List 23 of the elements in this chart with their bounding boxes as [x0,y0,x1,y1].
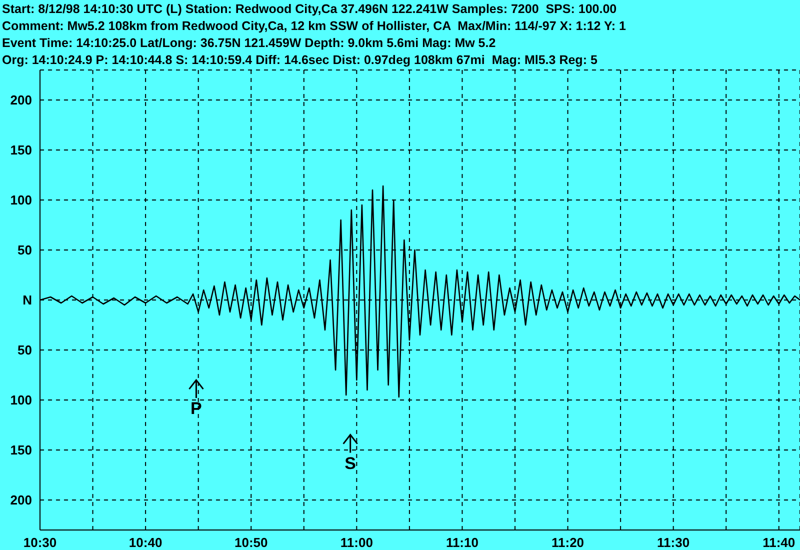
y-tick-label: 200 [10,492,32,508]
ref-line-label: P [190,399,202,418]
y-tick-label: 50 [18,242,32,258]
y-tick-label: N [22,292,32,308]
x-tick-label: 10:30 [23,535,57,550]
y-tick-label: 50 [18,342,32,358]
x-tick-label: 11:40 [762,535,796,550]
x-tick-label: 11:00 [340,535,373,550]
x-tick-label: 10:50 [234,535,268,550]
y-tick-label: 200 [10,92,32,108]
ref-line-label: S [344,454,356,473]
x-tick-label: 11:20 [552,535,584,550]
chart-title: Start: 8/12/98 14:10:30 UTC (L) Station: Redwood City,Ca 37.496N 122.241W Samples: 7200 SPS: 100.00 [2,1,618,18]
y-tick-label: 150 [10,142,32,158]
x-tick-label: 11:10 [446,535,478,550]
x-tick-label: 10:40 [128,535,162,550]
chart-subtitle: Comment: Mw5.2 108km from Redwood City,Ca, 12 km SSW of Hollister, CA Max/Min: 114/-97 X: 1:12 Y: 1 [2,18,626,35]
y-tick-label: 100 [10,192,32,208]
text: Org: 14:10:24.9 P: 14:10:44.8 S: 14:10:59.4 Diff: 14.6sec Dist: 0.97deg 108km 67mi Mag: Ml5.3 Reg: 5 [2,52,598,69]
y-tick-label: 100 [10,392,32,408]
y-tick-label: 150 [10,442,32,458]
text: Event Time: 14:10:25.0 Lat/Long: 36.75N 121.459W Depth: 9.0km 5.6mi Mag: Mw 5.2 [2,35,497,52]
x-tick-label: 11:30 [657,535,690,550]
